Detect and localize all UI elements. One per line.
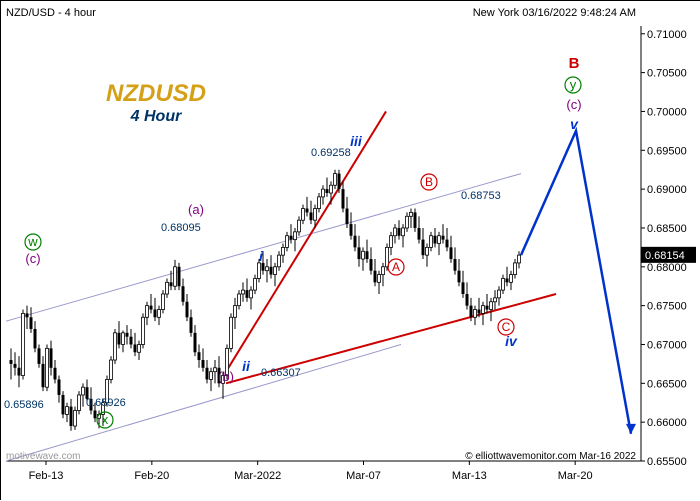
y-tick-label: 0.68000 [647, 262, 687, 274]
price-label: 0.65896 [4, 399, 44, 411]
wave-label: (b) [218, 369, 234, 384]
x-tick-label: Feb-13 [29, 470, 64, 482]
x-tick-label: Mar-20 [558, 470, 593, 482]
wave-label: w [27, 234, 38, 249]
copyright: © elliottwavemonitor.com Mar-16 2022 [465, 451, 636, 462]
y-tick-label: 0.71000 [647, 29, 687, 41]
wave-label: A [392, 260, 400, 274]
y-tick-label: 0.70000 [647, 106, 687, 118]
y-tick-label: 0.69500 [647, 145, 687, 157]
wave-label: B [569, 55, 580, 72]
x-tick-label: Feb-20 [134, 470, 169, 482]
header-symbol-period: NZD/USD - 4 hour [6, 7, 96, 19]
price-label: 0.68753 [461, 190, 501, 202]
watermark: motivewave.com [6, 451, 80, 462]
y-tick-label: 0.69000 [647, 184, 687, 196]
y-tick-label: 0.70500 [647, 68, 687, 80]
price-label: 0.69258 [311, 147, 351, 159]
y-tick-label: 0.66500 [647, 378, 687, 390]
x-tick-label: Mar-13 [452, 470, 487, 482]
current-price-value: 0.68154 [645, 250, 685, 262]
wave-label: v [570, 116, 579, 132]
chart-svg: 0.71000 0.70500 0.70000 0.69500 0.69000 0.685… [1, 1, 700, 501]
x-tick-label: Mar-07 [346, 470, 381, 482]
price-label: 0.68095 [161, 222, 201, 234]
price-label: 0.65926 [86, 397, 126, 409]
chart-title-period: 4 Hour [130, 108, 182, 125]
wave-label: iii [350, 133, 363, 149]
wave-label: (c) [566, 97, 581, 112]
y-tick-label: 0.66000 [647, 417, 687, 429]
y-tick-label: 0.67500 [647, 301, 687, 313]
y-tick-label: 0.65500 [647, 456, 687, 468]
price-label: 0.66307 [261, 367, 301, 379]
wave-label: y [570, 77, 577, 92]
wave-label: (a) [188, 202, 204, 217]
wave-label: B [425, 175, 433, 189]
x-tick-label: Mar-2022 [234, 470, 281, 482]
chart-title-symbol: NZDUSD [106, 80, 206, 107]
y-tick-label: 0.67000 [647, 339, 687, 351]
header-timestamp: New York 03/16/2022 9:48:24 AM [473, 7, 636, 19]
y-tick-label: 0.68500 [647, 223, 687, 235]
wave-label: ii [242, 358, 251, 374]
wave-label: iv [505, 333, 518, 349]
wave-label: x [102, 412, 109, 427]
chart-container: 0.71000 0.70500 0.70000 0.69500 0.69000 0.685… [0, 0, 700, 500]
wave-label: (c) [25, 251, 40, 266]
wave-label: C [502, 320, 511, 334]
